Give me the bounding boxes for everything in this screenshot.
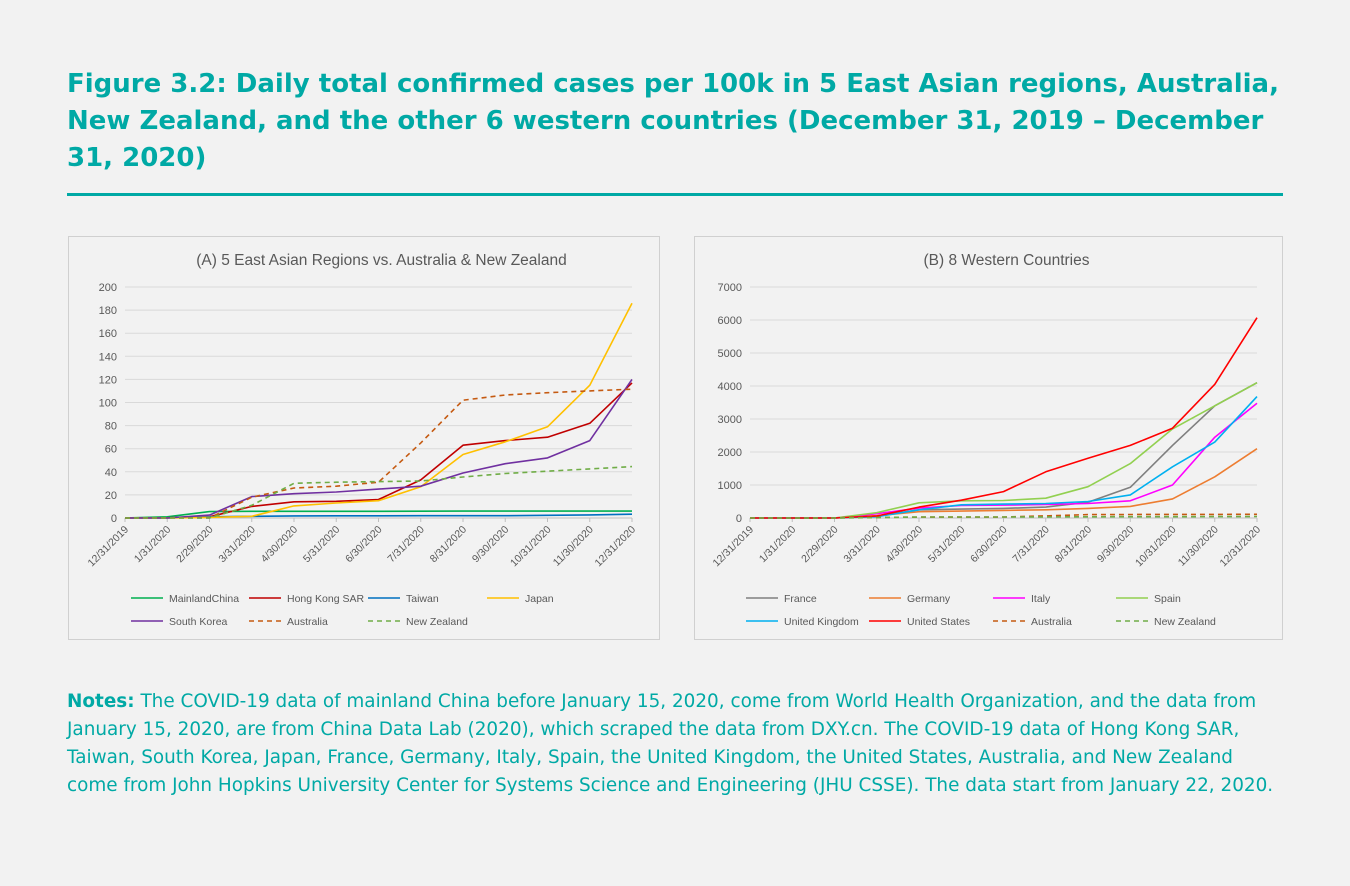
legend-label: Germany bbox=[907, 593, 951, 605]
x-tick-label: 3/31/2020 bbox=[216, 524, 258, 566]
series-line-new-zealand bbox=[125, 465, 633, 519]
legend-label: France bbox=[784, 593, 817, 605]
x-tick-label: 6/30/2020 bbox=[968, 524, 1010, 566]
x-tick-label: 1/31/2020 bbox=[757, 524, 799, 566]
legend-label: United States bbox=[907, 616, 970, 628]
y-tick-label: 3000 bbox=[718, 414, 742, 426]
y-tick-label: 140 bbox=[99, 351, 117, 363]
series-line-south-korea bbox=[125, 378, 633, 519]
legend-label: Taiwan bbox=[406, 593, 439, 605]
x-tick-label: 10/31/2020 bbox=[1133, 524, 1179, 570]
legend-label: Australia bbox=[1031, 616, 1072, 628]
x-tick-label: 3/31/2020 bbox=[841, 524, 883, 566]
title-divider bbox=[67, 193, 1283, 196]
notes-label: Notes: bbox=[67, 691, 135, 712]
legend-label: MainlandChina bbox=[169, 593, 239, 605]
series-line-mainlandchina bbox=[124, 510, 632, 519]
y-tick-label: 100 bbox=[99, 398, 117, 410]
series-line-united-states bbox=[750, 317, 1258, 519]
y-tick-label: 180 bbox=[99, 305, 117, 317]
y-tick-label: 40 bbox=[105, 467, 117, 479]
y-tick-label: 20 bbox=[105, 490, 117, 502]
x-tick-label: 1/31/2020 bbox=[132, 524, 174, 566]
chart-b: (B) 8 Western Countries 0 1000 2000 3000 4000… bbox=[710, 252, 1263, 628]
legend-label: New Zealand bbox=[406, 616, 468, 628]
y-tick-label: 2000 bbox=[718, 447, 742, 459]
x-tick-label: 12/31/2019 bbox=[710, 524, 756, 570]
legend-label: South Korea bbox=[169, 616, 228, 628]
x-tick-label: 8/31/2020 bbox=[428, 524, 470, 566]
x-tick-label: 4/30/2020 bbox=[259, 524, 301, 566]
x-tick-label: 9/30/2020 bbox=[1095, 524, 1137, 566]
legend-label: United Kingdom bbox=[784, 616, 859, 628]
y-tick-label: 1000 bbox=[718, 480, 742, 492]
x-tick-label: 6/30/2020 bbox=[343, 524, 385, 566]
figure-title: Figure 3.2: Daily total confirmed cases … bbox=[67, 69, 1279, 173]
x-tick-label: 2/29/2020 bbox=[799, 524, 841, 566]
y-tick-label: 0 bbox=[111, 513, 117, 525]
x-tick-label: 5/31/2020 bbox=[301, 524, 343, 566]
series-line-japan bbox=[125, 302, 633, 519]
chart-panel-a: (A) 5 East Asian Regions vs. Australia &… bbox=[68, 236, 660, 640]
x-tick-label: 9/30/2020 bbox=[470, 524, 512, 566]
y-tick-label: 4000 bbox=[718, 381, 742, 393]
x-tick-label: 7/31/2020 bbox=[385, 524, 427, 566]
chart-title: (B) 8 Western Countries bbox=[924, 252, 1090, 269]
x-tick-label: 8/31/2020 bbox=[1053, 524, 1095, 566]
series-line-hong-kong-sar bbox=[124, 382, 633, 519]
legend-label: Spain bbox=[1154, 593, 1181, 605]
y-tick-label: 5000 bbox=[718, 348, 742, 360]
notes-text: The COVID-19 data of mainland China befo… bbox=[67, 691, 1274, 796]
legend-label: Australia bbox=[287, 616, 328, 628]
y-tick-label: 80 bbox=[105, 421, 117, 433]
x-tick-label: 4/30/2020 bbox=[884, 524, 926, 566]
x-tick-label: 5/31/2020 bbox=[926, 524, 968, 566]
x-tick-label: 11/30/2020 bbox=[551, 524, 596, 569]
x-tick-label: 7/31/2020 bbox=[1010, 524, 1052, 566]
y-tick-label: 0 bbox=[736, 513, 742, 525]
chart-a: (A) 5 East Asian Regions vs. Australia &… bbox=[85, 252, 638, 628]
y-tick-label: 160 bbox=[99, 328, 117, 340]
legend-label: Italy bbox=[1031, 593, 1051, 605]
y-tick-label: 60 bbox=[105, 444, 117, 456]
legend-label: Hong Kong SAR bbox=[287, 593, 364, 605]
x-tick-label: 12/31/2019 bbox=[85, 524, 131, 570]
notes: Notes: The COVID-19 data of mainland Chi… bbox=[67, 688, 1287, 800]
x-tick-label: 11/30/2020 bbox=[1176, 524, 1221, 569]
chart-panel-b: (B) 8 Western Countries 0 1000 2000 3000 4000… bbox=[694, 236, 1283, 640]
legend-label: Japan bbox=[525, 593, 554, 605]
y-tick-label: 200 bbox=[99, 282, 117, 294]
series-line-france bbox=[750, 381, 1258, 519]
x-tick-label: 12/31/2020 bbox=[1217, 524, 1263, 570]
y-tick-label: 120 bbox=[99, 374, 117, 386]
legend-label: New Zealand bbox=[1154, 616, 1216, 628]
x-tick-label: 10/31/2020 bbox=[508, 524, 554, 570]
series-line-spain bbox=[750, 381, 1258, 519]
y-tick-label: 6000 bbox=[718, 315, 742, 327]
x-tick-label: 2/29/2020 bbox=[174, 524, 216, 566]
x-tick-label: 12/31/2020 bbox=[592, 524, 638, 570]
y-tick-label: 7000 bbox=[718, 282, 742, 294]
series-line-new-zealand bbox=[750, 515, 1258, 519]
chart-title: (A) 5 East Asian Regions vs. Australia &… bbox=[196, 252, 566, 269]
